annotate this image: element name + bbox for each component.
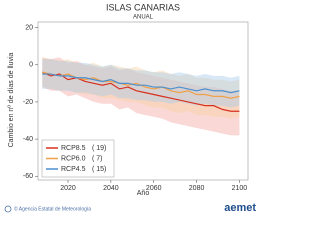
x-axis-label: Año: [137, 190, 150, 197]
y-tick-label: -60: [23, 173, 33, 180]
y-tick-label: -40: [23, 136, 33, 143]
y-tick-label: -20: [23, 99, 33, 106]
series-line: [42, 73, 240, 94]
footer-logo: aemet: [224, 202, 256, 214]
legend-count: ( 19): [92, 145, 106, 152]
series-line: [42, 71, 240, 112]
legend-label: RCP8.5: [61, 145, 86, 152]
legend-label: RCP4.5: [61, 166, 86, 173]
footer-credit: © Agencia Estatal de Meteorología: [14, 205, 91, 212]
x-tick-label: 2040: [103, 185, 119, 192]
x-tick-label: 2080: [189, 185, 205, 192]
legend-count: ( 15): [92, 166, 106, 173]
uncertainty-band: [42, 59, 240, 108]
credit-icon: [4, 205, 12, 213]
x-tick-label: 2100: [232, 185, 248, 192]
chart-title: ISLAS CANARIAS: [106, 2, 180, 12]
uncertainty-band: [42, 57, 240, 119]
uncertainty-band: [42, 57, 240, 136]
y-tick-label: 20: [25, 24, 33, 31]
legend-label: RCP6.0: [61, 155, 86, 162]
y-tick-label: 0: [29, 62, 33, 69]
chart: ISLAS CANARIAS ANUAL Cambio en nº de día…: [4, 2, 256, 214]
y-axis-label: Cambio en nº de días de lluvia: [8, 53, 15, 148]
x-tick-label: 2060: [146, 185, 162, 192]
legend-count: ( 7): [92, 155, 103, 162]
chart-subtitle: ANUAL: [133, 15, 154, 21]
x-tick-label: 2020: [60, 185, 76, 192]
